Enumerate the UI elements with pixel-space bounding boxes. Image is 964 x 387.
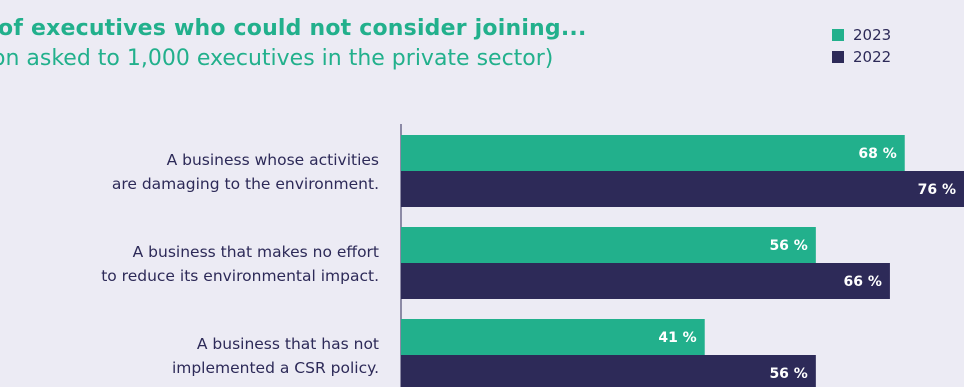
category-label: A business that makes no effort to reduce…: [101, 243, 379, 285]
data-label-2023: 68 %: [858, 146, 896, 162]
category-label-line: implemented a CSR policy.: [172, 359, 379, 377]
legend-item-2023: 2023: [832, 24, 891, 46]
data-label-2023: 56 %: [769, 238, 807, 254]
legend-item-2022: 2022: [832, 46, 891, 68]
legend-label-2023: 2023: [853, 26, 892, 44]
data-label-2023: 41 %: [658, 330, 696, 346]
bar-2022: [401, 263, 890, 299]
legend-label-2022: 2022: [853, 48, 892, 66]
chart-subtitle: on asked to 1,000 executives in the priv…: [0, 46, 554, 71]
category-label: A business that has not implemented a CSR…: [172, 335, 379, 377]
chart-title: of executives who could not consider joi…: [0, 16, 587, 41]
category-label-line: A business that has not: [197, 335, 379, 353]
data-label-2022: 76 %: [918, 182, 956, 198]
legend-swatch-2023: [832, 29, 844, 41]
category-label-line: A business whose activities: [167, 151, 379, 169]
bar-2023: [401, 319, 705, 355]
bar-2022: [401, 355, 816, 387]
category-label-line: A business that makes no effort: [133, 243, 379, 261]
data-label-2022: 66 %: [844, 274, 882, 290]
chart-legend: 2023 2022: [832, 24, 891, 68]
bar-2023: [401, 227, 816, 263]
category-label-line: to reduce its environmental impact.: [101, 267, 379, 285]
category-label-line: are damaging to the environment.: [112, 175, 379, 193]
legend-swatch-2022: [832, 51, 844, 63]
data-label-2022: 56 %: [769, 366, 807, 382]
bar-2023: [401, 135, 905, 171]
bar-2022: [401, 171, 964, 207]
category-label: A business whose activities are damaging …: [112, 151, 379, 193]
